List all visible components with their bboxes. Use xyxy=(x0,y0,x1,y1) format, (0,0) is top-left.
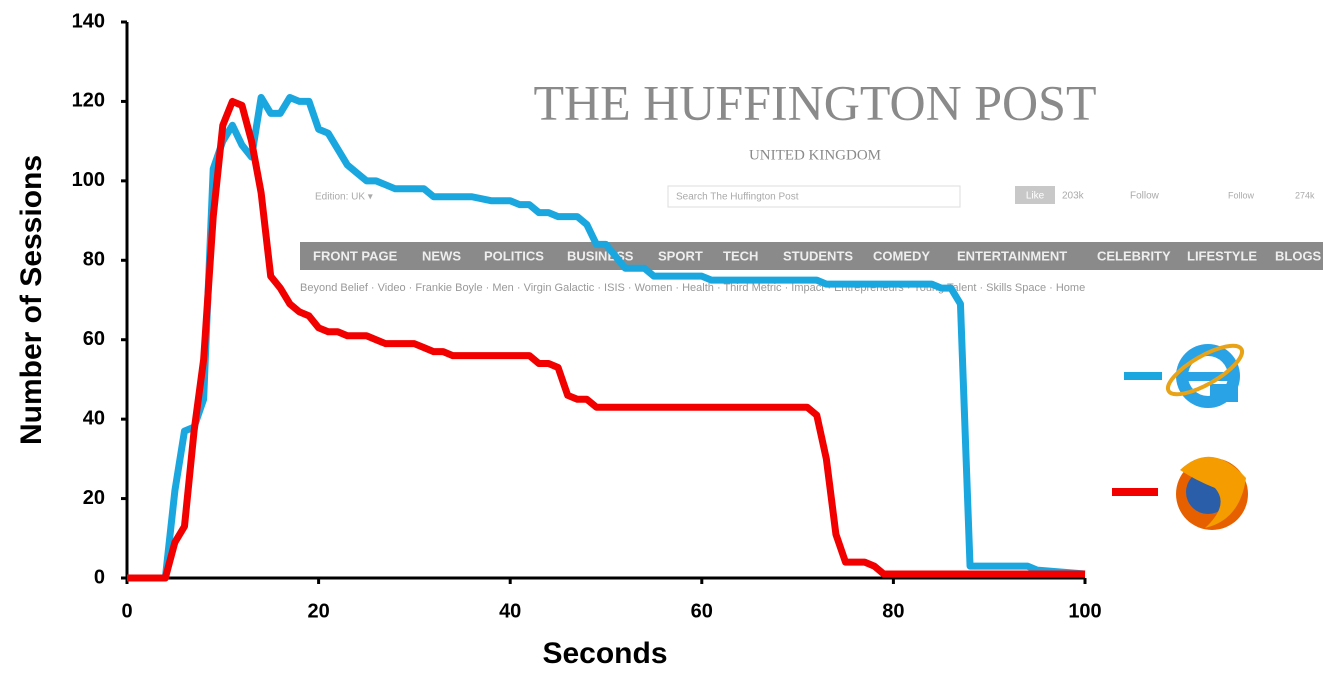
search-box xyxy=(667,185,961,208)
y-tick-label: 0 xyxy=(94,566,105,588)
nav-item: TECH xyxy=(723,248,758,263)
links: Beyond Belief · Video · Frankie Boyle · … xyxy=(300,282,1085,294)
backdrop: THE HUFFINGTON POST UNITED KINGDOM Editi… xyxy=(300,74,1323,294)
search: Search The Huffington Post xyxy=(676,192,799,203)
like: Like xyxy=(1026,191,1045,202)
x-tick-label: 80 xyxy=(882,600,904,622)
nav-item: CELEBRITY xyxy=(1097,248,1171,263)
nav-bar xyxy=(300,242,1323,270)
nav-item: ENTERTAINMENT xyxy=(957,248,1067,263)
legend xyxy=(1112,343,1248,530)
gplus: Follow xyxy=(1228,190,1255,200)
x-axis-title: Seconds xyxy=(542,637,667,670)
nav: FRONT PAGE NEWS POLITICS BUSINESS SPORT TECH S… xyxy=(313,248,1322,263)
plot: 0 20 40 60 80 100 120 140 0 20 40 60 80 100 xyxy=(72,10,1102,622)
y-tick-label: 20 xyxy=(83,487,105,509)
x-tick-label: 100 xyxy=(1068,600,1101,622)
x-tick-label: 60 xyxy=(691,600,713,622)
like-count: 203k xyxy=(1062,191,1085,202)
firefox-icon xyxy=(1176,456,1248,530)
y-tick-label: 40 xyxy=(83,407,105,429)
like-button xyxy=(1015,186,1055,204)
series-line xyxy=(127,93,1086,582)
edition: Edition: UK ▾ xyxy=(315,192,373,203)
nav-item: NEWS xyxy=(422,248,461,263)
x-tick-label: 40 xyxy=(499,600,521,622)
nav-item: SPORT xyxy=(658,248,703,263)
twitter: Follow xyxy=(1130,191,1160,202)
nav-item: FRONT PAGE xyxy=(313,248,398,263)
y-tick-label: 120 xyxy=(72,90,105,112)
site-subtitle: UNITED KINGDOM xyxy=(749,147,881,163)
nav-item: POLITICS xyxy=(484,248,544,263)
nav-item: LIFESTYLE xyxy=(1187,248,1257,263)
gplus-count: 274k xyxy=(1295,190,1315,200)
series-line xyxy=(127,97,1085,582)
y-tick-label: 100 xyxy=(72,169,105,191)
nav-item: COMEDY xyxy=(873,248,930,263)
x-tick-label: 20 xyxy=(307,600,329,622)
ie-icon xyxy=(1165,343,1245,408)
y-tick-label: 140 xyxy=(72,10,105,32)
y-tick-label: 60 xyxy=(83,328,105,350)
site-title: THE HUFFINGTON POST xyxy=(533,74,1096,130)
x-tick-label: 0 xyxy=(121,600,132,622)
y-tick-label: 80 xyxy=(83,249,105,271)
y-axis-title: Number of Sessions xyxy=(15,155,48,445)
nav-item: BLOGS xyxy=(1275,248,1322,263)
nav-item: STUDENTS xyxy=(783,248,853,263)
